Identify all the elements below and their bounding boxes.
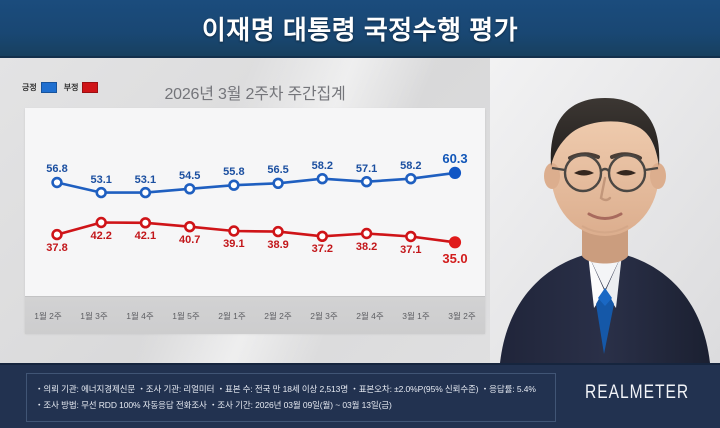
data-point-marker — [360, 227, 373, 240]
data-label: 42.1 — [134, 229, 157, 242]
data-label: 40.7 — [178, 233, 201, 246]
data-label: 35.0 — [442, 251, 468, 267]
data-point-marker — [228, 225, 240, 237]
data-label: 56.8 — [46, 163, 68, 176]
x-axis-tick: 3월 1주 — [402, 310, 430, 321]
data-point-marker — [184, 183, 196, 195]
data-point-marker — [405, 172, 417, 185]
data-label: 57.1 — [355, 162, 378, 175]
data-label: 60.3 — [442, 150, 468, 166]
data-label: 53.1 — [90, 173, 112, 186]
data-label: 55.8 — [223, 166, 245, 179]
chart-panel: 56.8 53.1 53.1 54.5 55.8 56.5 58.2 57.1 58.2 60.3… — [25, 108, 485, 334]
portrait-illustration — [490, 58, 720, 363]
data-label: 37.2 — [311, 243, 334, 256]
data-point-marker — [51, 228, 63, 241]
chart-subtitle: 2026년 3월 2주차 주간집계 — [164, 86, 346, 103]
data-label: 42.2 — [90, 229, 112, 242]
data-point-marker — [95, 186, 107, 199]
president-portrait — [490, 58, 720, 363]
data-point-marker — [448, 166, 462, 180]
x-axis-tick: 2월 2주 — [264, 310, 292, 321]
line-positive — [55, 171, 457, 194]
x-axis-tick: 1월 5주 — [172, 310, 200, 321]
x-axis-tick: 2월 4주 — [356, 310, 384, 321]
page-title: 이재명 대통령 국정수행 평가 — [201, 14, 519, 45]
data-point-marker — [139, 217, 152, 229]
realmeter-logo: REALMETER — [585, 382, 690, 403]
data-point-marker — [272, 225, 284, 238]
plot-area: 56.8 53.1 53.1 54.5 55.8 56.5 58.2 57.1 58.2 60.3… — [25, 108, 485, 296]
data-point-marker — [448, 236, 462, 249]
data-point-marker — [360, 175, 373, 188]
data-point-marker — [139, 186, 152, 199]
data-point-marker — [184, 220, 196, 233]
data-label: 58.2 — [400, 159, 422, 172]
data-label: 38.9 — [267, 238, 289, 251]
x-axis: 1월 2주 1월 3주 1월 4주 1월 5주 2월 1주 2월 2주 2월 3주 2월 4주… — [25, 296, 485, 334]
data-point-marker — [316, 230, 328, 243]
data-label: 58.2 — [311, 159, 334, 172]
line-negative — [55, 221, 457, 244]
data-label: 53.1 — [134, 173, 157, 186]
footer-bar: ・의뢰 기관: 에너지경제신문 ・조사 기관: 리얼미터 ・표본 수: 전국 만… — [0, 363, 720, 428]
data-point-marker — [228, 179, 240, 191]
methodology-line-2: ・조사 방법: 무선 RDD 100% 자동응답 전화조사 ・조사 기간: 20… — [35, 400, 392, 410]
x-axis-tick: 1월 3주 — [80, 310, 108, 321]
data-point-marker — [405, 230, 417, 243]
methodology-line-1: ・의뢰 기관: 에너지경제신문 ・조사 기관: 리얼미터 ・표본 수: 전국 만… — [35, 384, 536, 394]
x-axis-tick: 2월 1주 — [218, 310, 246, 321]
data-point-marker — [272, 177, 284, 190]
data-point-marker — [316, 172, 328, 185]
data-point-marker — [95, 216, 107, 229]
x-axis-tick: 2월 3주 — [310, 310, 338, 321]
data-point-marker — [51, 176, 63, 189]
data-label: 54.5 — [178, 169, 201, 182]
data-label: 56.5 — [267, 164, 289, 177]
data-label: 37.1 — [400, 243, 422, 256]
line-series-svg — [51, 166, 462, 249]
header-bar: 이재명 대통령 국정수행 평가 — [0, 0, 720, 58]
data-label: 38.2 — [355, 240, 378, 253]
x-axis-tick: 1월 4주 — [126, 310, 154, 321]
x-axis-tick: 1월 2주 — [34, 310, 62, 321]
data-label: 37.8 — [46, 241, 68, 254]
methodology-box: ・의뢰 기관: 에너지경제신문 ・조사 기관: 리얼미터 ・표본 수: 전국 만… — [26, 373, 556, 422]
x-axis-tick: 3월 2주 — [448, 310, 476, 321]
data-label: 39.1 — [223, 238, 245, 251]
